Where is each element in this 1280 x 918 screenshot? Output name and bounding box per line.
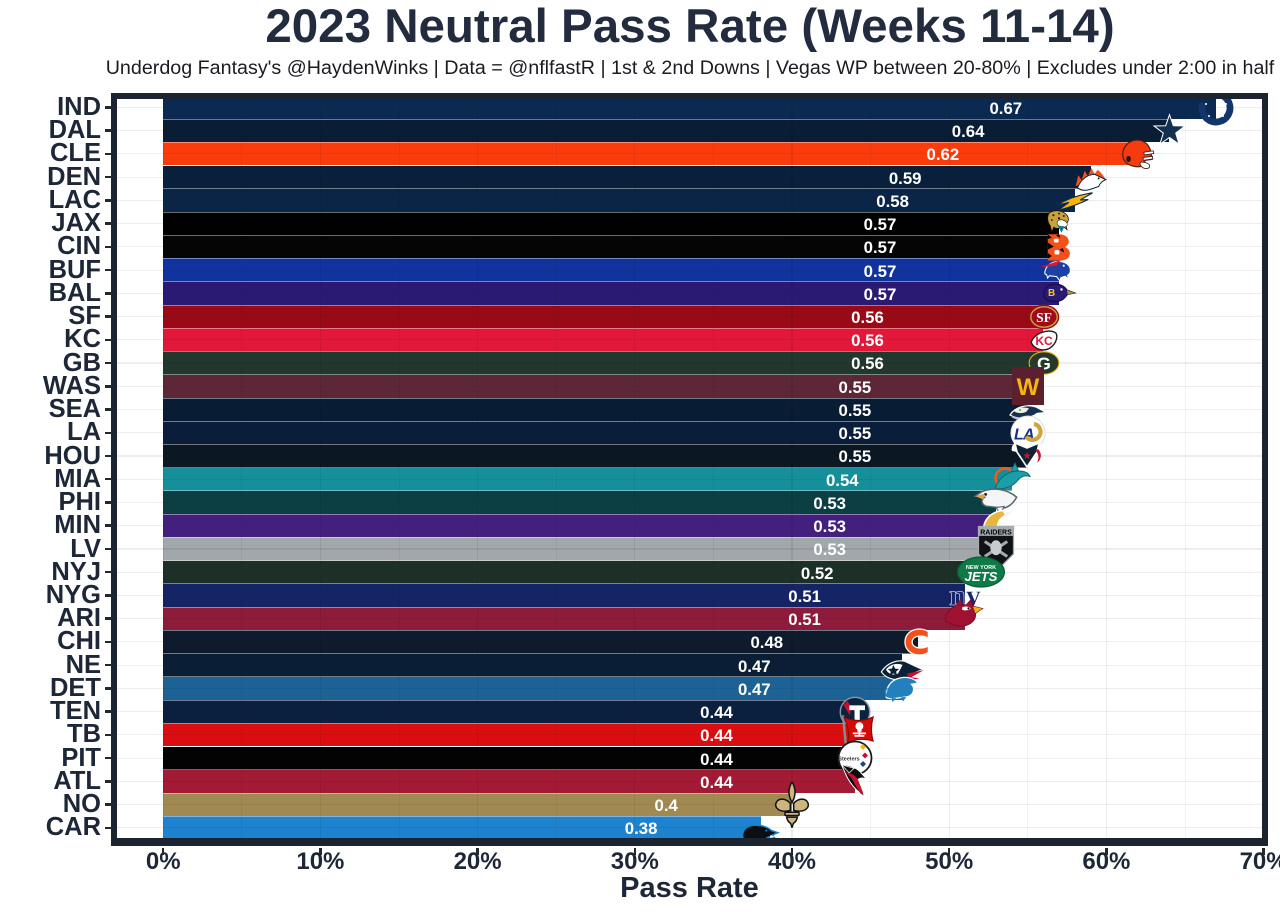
svg-text:NEW YORK: NEW YORK [965, 565, 995, 571]
svg-text:W: W [1016, 374, 1039, 401]
svg-text:L: L [1014, 426, 1024, 443]
svg-text:B: B [1048, 288, 1055, 299]
svg-text:JETS: JETS [964, 569, 997, 584]
svg-text:RAIDERS: RAIDERS [981, 529, 1013, 536]
svg-text:SF: SF [1036, 310, 1052, 325]
svg-text:Steelers: Steelers [838, 757, 859, 763]
svg-text:KC: KC [1035, 334, 1053, 348]
